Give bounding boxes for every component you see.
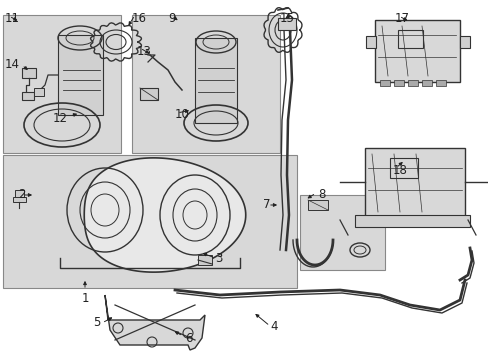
Bar [22,92,34,100]
Text: 6: 6 [184,332,192,345]
Bar [3,155,296,288]
Bar [379,80,389,86]
Bar [374,20,459,82]
Bar [307,200,327,210]
Bar [397,30,422,48]
Bar [195,38,237,123]
Bar [132,15,280,153]
Bar [34,88,44,96]
Bar [407,80,417,86]
Bar [13,197,26,202]
Bar [22,68,36,78]
Text: 8: 8 [317,189,325,202]
Bar [3,15,121,153]
Bar [365,36,375,48]
Bar [364,148,464,218]
Bar [354,215,469,227]
Text: 7: 7 [262,198,269,211]
Text: 2: 2 [18,189,25,202]
Polygon shape [105,295,204,350]
Polygon shape [84,158,245,272]
Text: 4: 4 [269,320,277,333]
Bar [435,80,445,86]
Text: 10: 10 [175,108,189,122]
Bar [459,36,469,48]
Text: 1: 1 [81,292,88,305]
Bar [58,35,103,115]
Bar [198,255,212,265]
Text: 5: 5 [92,316,100,329]
Text: 12: 12 [53,112,68,125]
Bar [299,195,384,270]
Bar [278,18,295,30]
Text: 17: 17 [394,12,409,25]
Bar [393,80,403,86]
Text: 15: 15 [280,12,294,25]
Bar [15,190,24,197]
Text: 18: 18 [392,163,407,176]
Bar [389,158,417,178]
Text: 16: 16 [132,12,147,25]
Text: 11: 11 [5,12,20,25]
Text: 9: 9 [168,12,175,25]
Text: 14: 14 [5,58,20,72]
Text: 3: 3 [215,252,222,265]
Text: 13: 13 [137,45,152,58]
Bar [140,88,158,100]
Bar [421,80,431,86]
